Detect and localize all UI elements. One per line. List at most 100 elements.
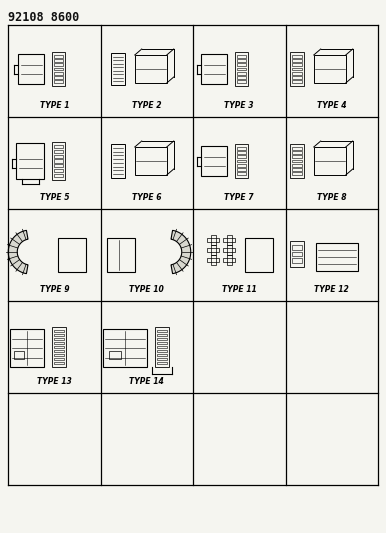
Bar <box>54 80 63 83</box>
Text: TYPE 5: TYPE 5 <box>39 193 69 202</box>
Bar <box>54 354 64 356</box>
Bar <box>54 68 63 70</box>
Polygon shape <box>8 230 28 273</box>
Text: TYPE 14: TYPE 14 <box>129 377 164 386</box>
Bar <box>135 147 167 175</box>
Bar <box>54 55 63 58</box>
Bar <box>54 59 63 62</box>
Bar <box>207 258 219 262</box>
Bar <box>237 159 246 163</box>
Bar <box>54 358 64 360</box>
Bar <box>157 330 167 332</box>
Bar <box>290 241 304 267</box>
Bar <box>292 68 302 70</box>
Bar <box>292 63 302 66</box>
Bar <box>237 172 246 175</box>
Bar <box>111 144 125 178</box>
Bar <box>235 52 248 86</box>
Text: TYPE 11: TYPE 11 <box>222 285 257 294</box>
Bar <box>223 258 235 262</box>
Bar <box>237 76 246 79</box>
Bar <box>157 362 167 364</box>
Bar <box>292 245 302 249</box>
Bar <box>237 151 246 154</box>
Bar <box>54 63 63 66</box>
Bar <box>207 238 219 242</box>
Text: TYPE 10: TYPE 10 <box>129 285 164 294</box>
Bar <box>111 53 125 85</box>
Bar <box>107 238 135 272</box>
Bar <box>54 330 64 332</box>
Bar <box>157 350 167 352</box>
Bar <box>237 164 246 167</box>
Text: TYPE 1: TYPE 1 <box>39 101 69 110</box>
Bar <box>54 174 63 177</box>
Bar <box>237 80 246 83</box>
Text: TYPE 2: TYPE 2 <box>132 101 161 110</box>
Text: TYPE 12: TYPE 12 <box>314 285 349 294</box>
Bar <box>157 342 167 344</box>
Bar <box>292 159 302 163</box>
Bar <box>227 255 232 265</box>
Bar <box>223 248 235 252</box>
Bar <box>292 172 302 175</box>
Text: TYPE 9: TYPE 9 <box>39 285 69 294</box>
Bar <box>54 346 64 348</box>
Bar <box>290 52 304 86</box>
Bar <box>10 329 44 367</box>
Bar <box>314 55 346 83</box>
Bar <box>54 145 63 148</box>
Text: TYPE 6: TYPE 6 <box>132 193 161 202</box>
Text: TYPE 3: TYPE 3 <box>225 101 254 110</box>
Bar <box>54 338 64 340</box>
Bar <box>292 168 302 171</box>
Bar <box>201 146 227 176</box>
Bar <box>54 76 63 79</box>
Bar <box>292 80 302 83</box>
Text: TYPE 7: TYPE 7 <box>225 193 254 202</box>
Bar <box>155 327 169 367</box>
Bar <box>54 350 64 352</box>
Text: TYPE 13: TYPE 13 <box>37 377 72 386</box>
Bar <box>135 55 167 83</box>
Bar <box>227 245 232 255</box>
Bar <box>207 248 219 252</box>
Bar <box>292 59 302 62</box>
Bar <box>227 235 232 245</box>
Bar <box>292 147 302 150</box>
Bar <box>52 52 65 86</box>
Bar <box>211 245 216 255</box>
Bar <box>292 55 302 58</box>
Bar <box>237 63 246 66</box>
Polygon shape <box>171 230 191 273</box>
Bar <box>237 155 246 158</box>
Bar <box>237 59 246 62</box>
Bar <box>292 155 302 158</box>
Bar <box>58 238 86 272</box>
Bar <box>201 54 227 84</box>
Bar <box>292 259 302 263</box>
Bar <box>54 334 64 336</box>
Bar <box>54 150 63 153</box>
Bar <box>292 72 302 75</box>
Bar <box>157 334 167 336</box>
Bar <box>292 252 302 256</box>
Bar <box>18 54 44 84</box>
Bar <box>314 147 346 175</box>
Bar <box>157 346 167 348</box>
Bar <box>52 327 66 367</box>
Bar <box>157 338 167 340</box>
Bar <box>290 144 304 178</box>
Bar <box>316 243 358 271</box>
Bar <box>54 155 63 158</box>
Bar <box>211 235 216 245</box>
Bar <box>52 142 65 180</box>
Bar <box>157 358 167 360</box>
Bar <box>245 238 273 272</box>
Bar <box>223 238 235 242</box>
Bar <box>235 144 248 178</box>
Bar <box>157 354 167 356</box>
Bar <box>211 255 216 265</box>
Text: TYPE 4: TYPE 4 <box>317 101 347 110</box>
Bar <box>54 72 63 75</box>
